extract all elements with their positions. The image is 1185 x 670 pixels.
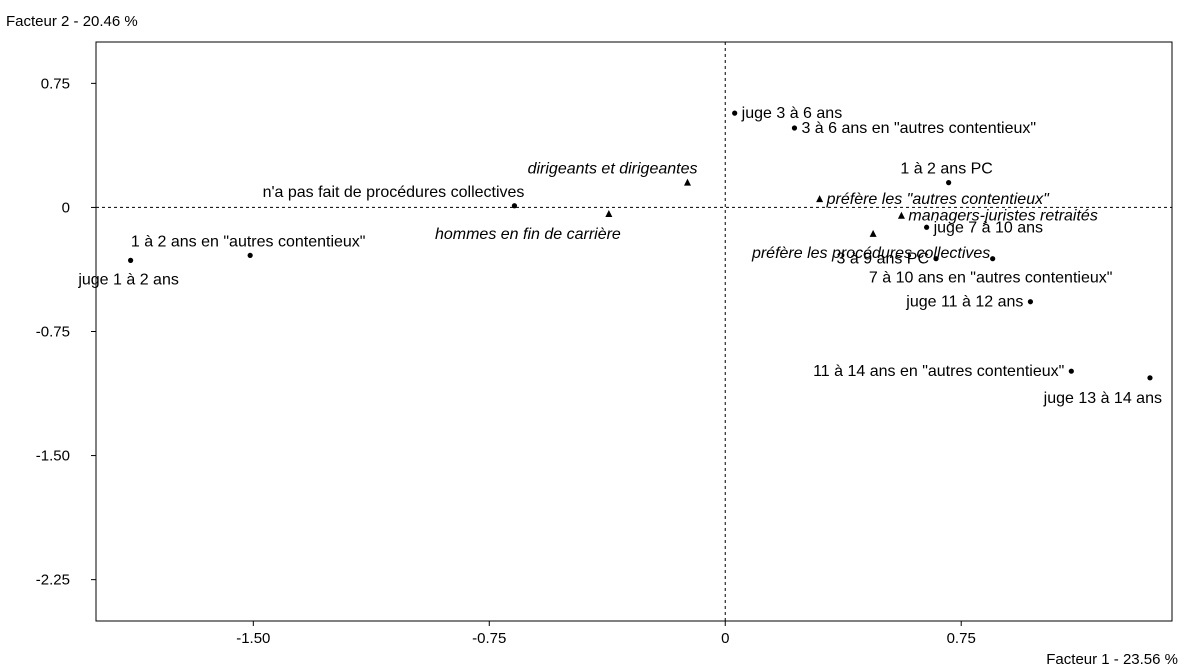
triangle-marker [897,211,905,219]
y-tick-label: -2.25 [36,572,70,589]
dot-marker [247,252,253,259]
y-axis-title: Facteur 2 - 20.46 % [6,13,138,30]
point-label: préfère les "autres contentieux" [826,191,1050,208]
y-tick-label: -0.75 [36,324,70,341]
point-label: hommes en fin de carrière [435,226,621,243]
y-axis-ticks: 0.75 0 -0.75 -1.50 -2.25 [36,75,96,589]
dot-marker [791,125,798,131]
x-tick-label: 0.75 [947,630,976,647]
y-tick-label: -1.50 [36,448,70,465]
point-label: managers-juristes retraités [908,208,1097,225]
point-label: juge 7 à 10 ans [933,219,1043,236]
point-label: préfère les procédures collectives [751,245,990,262]
x-axis-ticks: -1.50 -0.75 0 0.75 [236,621,976,647]
point-label: juge 3 à 6 ans [741,105,843,122]
point-label: juge 1 à 2 ans [77,271,179,288]
point-label: juge 11 à 12 ans [905,294,1023,311]
dot-marker [511,203,518,209]
dot-marker [933,256,939,262]
point-label: n'a pas fait de procédures collectives [263,184,525,201]
dot-marker [990,256,996,262]
y-tick-label: 0.75 [41,75,70,92]
dot-marker [1027,299,1034,305]
dot-marker [923,224,930,230]
triangle-marker [683,178,691,186]
x-tick-label: 0 [721,630,729,647]
x-tick-label: -1.50 [236,630,270,647]
x-tick-label: -0.75 [472,630,506,647]
point-label: 3 à 6 ans en "autres contentieux" [801,120,1036,137]
dot-marker [128,257,134,263]
point-label: dirigeants et dirigeantes [528,161,698,178]
dot-marker [1068,368,1074,374]
point-label: 11 à 14 ans en "autres contentieux" [813,363,1064,380]
x-axis-title: Facteur 1 - 23.56 % [1046,651,1178,668]
triangle-marker [816,195,824,203]
point-label: 1 à 2 ans PC [900,161,993,178]
triangle-marker [605,210,613,218]
point-label: juge 13 à 14 ans [1043,390,1162,407]
dot-marker [1147,375,1153,381]
point-label: 3 à 9 ans PC [837,251,930,268]
y-tick-label: 0 [62,199,70,216]
point-label: 1 à 2 ans en "autres contentieux" [131,233,366,250]
point-label: 7 à 10 ans en "autres contentieux" [869,270,1113,287]
triangle-marker [869,229,877,237]
dot-marker [946,180,952,186]
dot-marker [732,110,738,116]
